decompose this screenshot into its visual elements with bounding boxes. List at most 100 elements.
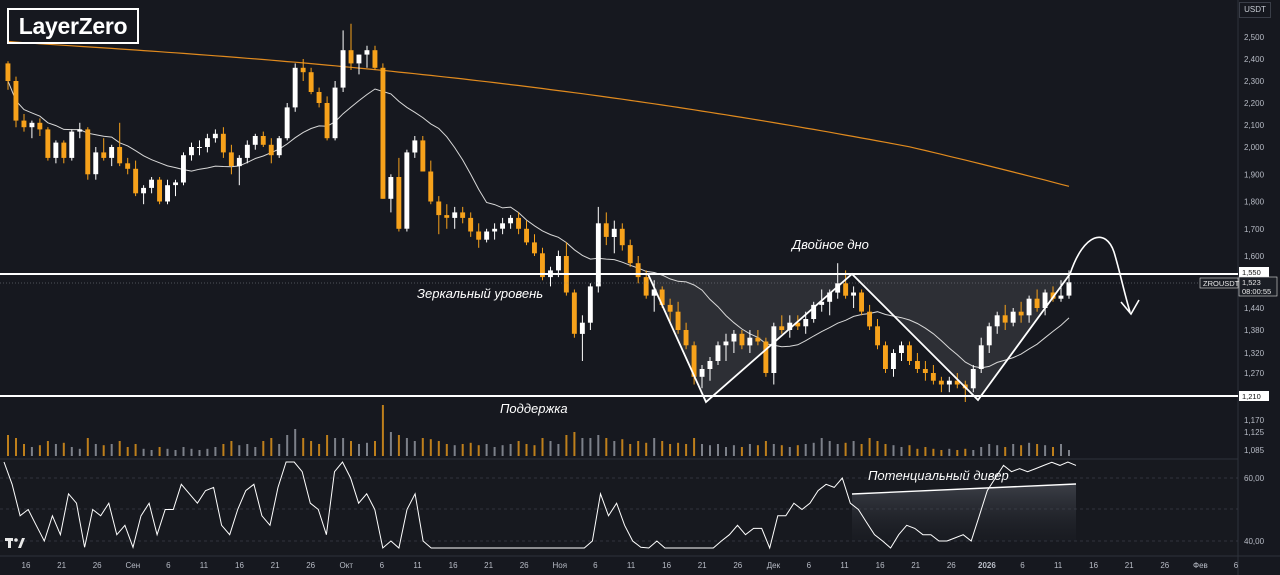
volume-bar <box>820 438 823 456</box>
candle-body <box>300 67 306 73</box>
time-tick-label: 21 <box>57 561 66 570</box>
double-bottom-pattern <box>647 272 1071 404</box>
volume-bar <box>254 447 257 456</box>
candle-body <box>101 152 107 158</box>
candle-body <box>205 138 210 147</box>
candle-body <box>165 185 170 202</box>
candle-body <box>675 311 681 330</box>
candle-body <box>444 215 450 218</box>
volume-bar <box>541 438 544 456</box>
candle-body <box>755 337 761 342</box>
annotation-support: Поддержка <box>500 401 568 416</box>
tradingview-icon[interactable] <box>5 537 27 549</box>
time-tick-label: 26 <box>733 561 742 570</box>
candle-body <box>595 223 601 287</box>
rsi-divergence-line <box>851 483 1077 495</box>
candle-body <box>603 223 609 237</box>
volume-bar <box>270 438 273 456</box>
annotation-divergence: Потенциальный дивер <box>868 468 1009 483</box>
volume-bar <box>342 438 345 456</box>
volume-bar <box>182 447 185 456</box>
time-tick-label: 6 <box>593 561 598 570</box>
volume-bar <box>501 445 504 456</box>
ma-long-line <box>7 40 1070 187</box>
candle-body <box>428 171 434 202</box>
candle-body <box>779 326 785 330</box>
candle-body <box>994 315 1000 327</box>
price-tick-label: 2,000 <box>1244 143 1265 152</box>
volume-bar <box>374 441 376 456</box>
price-tick-label: 1,085 <box>1244 446 1265 455</box>
candle-body <box>739 333 745 346</box>
candle-body <box>364 50 370 55</box>
volume-bar <box>980 447 983 456</box>
volume-bar <box>693 438 696 456</box>
volume-bar <box>788 447 791 456</box>
candle-body <box>883 345 888 369</box>
candle-body <box>643 277 649 296</box>
time-tick-label: Ноя <box>553 561 568 570</box>
time-tick-label: 21 <box>911 561 920 570</box>
volume-bar <box>246 444 249 456</box>
time-tick-label: 6 <box>1020 561 1025 570</box>
volume-bar <box>310 441 313 456</box>
currency-unit-button[interactable]: USDT <box>1239 2 1271 18</box>
candle-body <box>452 212 458 218</box>
candle-body <box>468 217 474 232</box>
candle-body <box>69 131 75 158</box>
rsi-line <box>3 461 1077 550</box>
rsi-divergence-shade <box>852 484 1076 541</box>
volume-bar <box>429 439 432 456</box>
time-tick-label: 21 <box>484 561 493 570</box>
volume-bar <box>445 444 448 456</box>
candle-body <box>891 353 896 369</box>
volume-bar <box>405 438 408 456</box>
candle-body <box>930 373 936 381</box>
candle-body <box>532 242 537 254</box>
volume-bar <box>677 442 680 456</box>
volume-bar <box>589 438 592 456</box>
volume-bar <box>78 448 81 456</box>
time-tick-label: 16 <box>235 561 244 570</box>
volume-bar <box>892 445 895 456</box>
candle-body <box>260 136 266 145</box>
volume-bar <box>230 441 233 456</box>
svg-text:1,550: 1,550 <box>1242 268 1261 277</box>
candle-body <box>252 136 258 145</box>
time-tick-label: 16 <box>1089 561 1098 570</box>
volume-bar <box>397 435 400 456</box>
time-tick-label: 26 <box>1160 561 1169 570</box>
volume-bar <box>740 447 743 456</box>
volume-bar <box>7 435 9 456</box>
volume-bar <box>748 444 751 456</box>
volume-bar <box>940 450 943 456</box>
volume-bar <box>1028 442 1031 456</box>
candle-body <box>173 182 178 186</box>
candle-body <box>324 103 330 139</box>
unit-label: USDT <box>1244 5 1266 14</box>
candle-body <box>835 283 841 293</box>
volume-bar <box>1044 445 1047 456</box>
volume-bar <box>493 447 496 456</box>
candle-body <box>1042 292 1048 308</box>
volume-bar <box>948 448 951 456</box>
volume-bar <box>413 441 416 456</box>
candle-body <box>747 337 753 346</box>
svg-text:08:00:55: 08:00:55 <box>1242 287 1271 296</box>
price-tick-label: 2,300 <box>1244 77 1265 86</box>
candle-body <box>332 87 338 139</box>
volume-bar <box>86 438 89 456</box>
volume-bar <box>597 435 600 456</box>
candle-body <box>827 292 833 302</box>
candle-body <box>978 345 984 369</box>
candle-body <box>316 92 322 103</box>
volume-bar <box>581 438 584 456</box>
volume-bar <box>637 441 640 456</box>
candle-body <box>340 50 346 88</box>
candle-body <box>220 133 226 153</box>
candles <box>5 23 1072 402</box>
time-tick-label: 26 <box>947 561 956 570</box>
volume-bar <box>1004 447 1007 456</box>
candle-body <box>109 147 115 158</box>
volume-bar <box>1060 444 1062 456</box>
